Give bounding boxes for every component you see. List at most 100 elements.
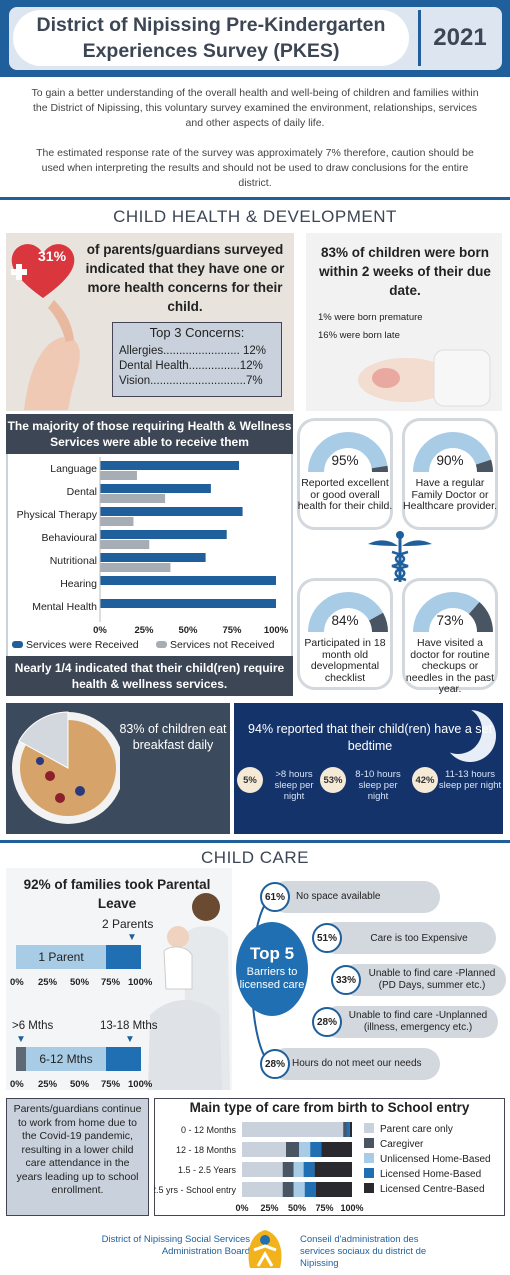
legend-label: Caregiver	[380, 1139, 424, 1150]
barrier-text: No space available	[296, 891, 381, 902]
gauge-fill	[413, 432, 492, 472]
axis-tick: 25%	[38, 977, 58, 988]
sleep-pct-badge: 5%	[237, 767, 263, 793]
not-received-bar	[100, 471, 137, 480]
care-bar-segment	[286, 1142, 300, 1157]
axis-tick: 50%	[70, 1079, 90, 1090]
care-bar-segment	[242, 1142, 286, 1157]
axis-tick: 0%	[235, 1203, 248, 1213]
legend-swatch	[364, 1183, 374, 1193]
not-received-bar	[100, 494, 166, 503]
care-bar-segment	[310, 1142, 322, 1157]
gauge-percent: 73%	[436, 613, 464, 628]
care-bar-segment	[293, 1182, 305, 1197]
gauge-dial	[413, 432, 493, 472]
caduceus-icon	[368, 531, 432, 582]
axis-tick: 75%	[101, 1079, 121, 1090]
legend-label: Unlicensed Home-Based	[380, 1154, 491, 1165]
axis-tick: 100%	[128, 977, 153, 988]
two-parents-label: 2 Parents	[102, 917, 154, 931]
long-leave-label: 13-18 Mths	[100, 1020, 158, 1032]
services-heading: The majority of those requiring Health &…	[6, 414, 293, 454]
axis-tick: 0%	[93, 625, 107, 636]
not-received-bar	[100, 517, 134, 526]
legend-swatch	[364, 1138, 374, 1148]
care-category-label: 0 - 12 Months	[181, 1125, 237, 1135]
barrier-text: Unable to find care -Unplanned (illness,…	[348, 1010, 488, 1033]
footer-org-fr: Conseil d'administration des services so…	[300, 1234, 427, 1269]
arrow-down-icon: ▼	[16, 1034, 26, 1045]
care-category-label: 12 - 18 Months	[176, 1145, 237, 1155]
barrier-pill	[340, 964, 506, 996]
category-label: Hearing	[60, 578, 97, 590]
received-bar	[100, 461, 240, 470]
axis-tick: 75%	[315, 1203, 333, 1213]
care-chart-title: Main type of care from birth to School e…	[189, 1100, 470, 1115]
legend-label: Parent care only	[380, 1124, 453, 1135]
moon-icon	[440, 706, 496, 762]
received-bar	[100, 553, 206, 562]
care-bar-segment	[314, 1162, 352, 1177]
gauge-remainder	[371, 465, 388, 472]
care-category-label: 1.5 - 2.5 Years	[178, 1165, 237, 1175]
received-bar	[100, 530, 227, 539]
barrier-text: Care is too Expensive	[370, 933, 468, 944]
gauge-description: Have a regular Family Doctor or Healthca…	[403, 477, 497, 512]
gauge-percent: 95%	[331, 453, 359, 468]
care-bar-segment	[282, 1162, 294, 1177]
category-label: Nutritional	[50, 555, 97, 567]
care-bar-segment	[343, 1122, 347, 1137]
received-bar	[100, 507, 243, 516]
services-bar-chart: Language Dental Physical Therapy Behavioura…	[12, 457, 289, 651]
axis-tick: 25%	[38, 1079, 58, 1090]
gauge-dial	[413, 592, 493, 632]
under-six-label: >6 Mths	[12, 1020, 54, 1032]
category-label: Mental Health	[32, 601, 97, 613]
legend-not: Services not Received	[170, 639, 275, 651]
legend-received-swatch	[12, 641, 23, 648]
breakfast-statement: 83% of children eat breakfast daily	[119, 722, 227, 752]
care-type-chart: 0 - 12 Months 12 - 18 Months 1.5 - 2.5 Yea…	[154, 1122, 491, 1213]
legend-not-swatch	[156, 641, 167, 648]
category-label: Language	[50, 463, 97, 475]
axis-tick: 0%	[10, 977, 24, 988]
family-illustration	[148, 893, 230, 1090]
heart-icon	[11, 244, 75, 298]
care-category-label: 2.5 yrs - School entry	[154, 1185, 236, 1195]
axis-tick: 0%	[10, 1079, 24, 1090]
dnssab-logo	[248, 1230, 282, 1268]
cereal-bowl-pie	[12, 711, 120, 824]
sleep-duration-label: 11-13 hours sleep per night	[438, 769, 502, 791]
long-leave-segment	[106, 1047, 141, 1071]
barrier-pct: 28%	[312, 1007, 342, 1037]
services-footer: Nearly 1/4 indicated that their child(re…	[6, 656, 293, 696]
arrow-down-icon: ▼	[127, 932, 137, 943]
concern-percent: 31%	[38, 248, 67, 264]
care-bar-segment	[304, 1182, 316, 1197]
gauge-fill	[413, 592, 480, 632]
intro-paragraph: To gain a better understanding of the ov…	[31, 87, 479, 129]
received-bar	[100, 576, 276, 585]
care-bar-segment	[242, 1182, 283, 1197]
title-pill	[13, 10, 409, 66]
parent-split-bar: 1 Parent	[16, 945, 141, 969]
care-bar-segment	[346, 1122, 350, 1137]
axis-tick: 25%	[134, 625, 154, 636]
under-six-segment	[16, 1047, 26, 1071]
concern-statement: of parents/guardians surveyed indicated …	[85, 242, 285, 314]
care-bar-segment	[242, 1162, 283, 1177]
late-stat: 16% were born late	[318, 330, 400, 341]
hands-illustration	[24, 300, 80, 410]
received-bar	[100, 599, 276, 608]
barrier-pill	[322, 1006, 498, 1038]
axis-tick: 25%	[260, 1203, 278, 1213]
gauge-percent: 84%	[331, 613, 359, 628]
category-label: Dental	[67, 486, 97, 498]
barrier-text: Hours do not meet our needs	[292, 1058, 422, 1069]
legend-label: Licensed Centre-Based	[380, 1184, 485, 1195]
year-divider	[418, 10, 421, 66]
barrier-pct: 51%	[312, 923, 342, 953]
barrier-pct: 61%	[260, 882, 290, 912]
baby-foot-illustration	[358, 349, 491, 407]
barrier-text: Unable to find care -Planned (PD Days, s…	[368, 968, 496, 991]
